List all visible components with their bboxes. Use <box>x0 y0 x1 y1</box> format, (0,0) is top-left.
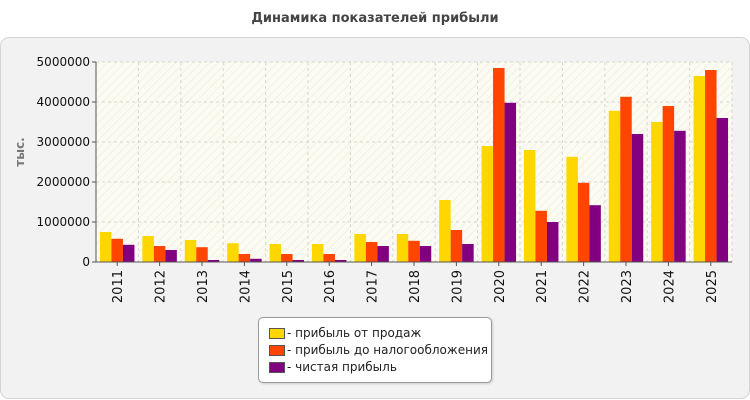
bar-2025-series-2 <box>705 70 717 262</box>
bar-2012-series-2 <box>153 246 166 262</box>
chart-title: Динамика показателей прибыли <box>251 11 499 26</box>
bar-2016-series-2 <box>323 254 335 262</box>
x-tick-label: 2013 <box>196 270 211 303</box>
bar-2020-series-3 <box>504 102 517 262</box>
bar-2025-series-1 <box>693 76 706 262</box>
x-tick-label: 2022 <box>578 270 593 303</box>
bar-2017-series-3 <box>377 246 389 262</box>
legend-item: - чистая прибыль <box>269 359 397 375</box>
bar-2023-series-1 <box>608 110 621 262</box>
bar-2020-series-1 <box>481 146 494 262</box>
bar-2021-series-2 <box>535 210 547 262</box>
legend-label: - прибыль от продаж <box>287 326 422 340</box>
bar-2015-series-1 <box>269 244 282 262</box>
x-tick-label: 2023 <box>620 270 635 303</box>
bar-2017-series-1 <box>354 234 366 262</box>
bar-2024-series-1 <box>651 122 663 262</box>
y-axis-label: тыс. <box>13 137 27 166</box>
bar-2013-series-3 <box>207 260 220 262</box>
bar-2022-series-2 <box>577 182 590 262</box>
bar-2022-series-3 <box>589 205 601 262</box>
bar-2011-series-2 <box>111 238 123 262</box>
y-tick-label: 0 <box>82 255 90 269</box>
y-tick-label: 3000000 <box>37 135 90 149</box>
bar-2018-series-1 <box>396 234 409 262</box>
x-tick-label: 2024 <box>662 270 677 303</box>
bar-2016-series-1 <box>311 244 324 262</box>
bar-2025-series-3 <box>716 118 729 262</box>
x-tick-label: 2020 <box>493 270 508 303</box>
legend-item: - прибыль до налогообложения <box>269 342 488 358</box>
bar-2012-series-1 <box>142 236 154 262</box>
bar-2021-series-3 <box>546 222 559 262</box>
bar-2024-series-2 <box>662 106 675 262</box>
bar-2019-series-2 <box>450 230 463 262</box>
bar-2023-series-3 <box>631 134 644 262</box>
y-tick-label: 4000000 <box>37 95 90 109</box>
bar-2017-series-2 <box>365 242 378 262</box>
legend-swatch <box>269 344 285 356</box>
bar-2023-series-2 <box>620 96 632 262</box>
bar-2011-series-1 <box>99 232 112 262</box>
x-tick-label: 2025 <box>705 270 720 303</box>
bar-2013-series-1 <box>184 240 197 262</box>
legend-swatch <box>269 327 285 339</box>
x-tick-label: 2016 <box>323 270 338 303</box>
bar-2018-series-2 <box>408 240 420 262</box>
legend-swatch <box>269 361 285 373</box>
x-tick-label: 2012 <box>154 270 169 303</box>
x-tick-label: 2018 <box>408 270 423 303</box>
y-tick-label: 2000000 <box>37 175 90 189</box>
x-tick-label: 2019 <box>450 270 465 303</box>
x-tick-label: 2017 <box>366 270 381 303</box>
bar-2014-series-1 <box>227 243 239 262</box>
bar-2015-series-2 <box>281 254 293 262</box>
bar-2016-series-3 <box>334 260 347 262</box>
bar-2022-series-1 <box>566 156 578 262</box>
bar-2011-series-3 <box>122 244 135 262</box>
x-tick-label: 2021 <box>535 270 550 303</box>
chart-legend: - прибыль от продаж - прибыль до налогооб… <box>258 317 492 383</box>
x-tick-label: 2011 <box>111 270 126 303</box>
y-tick-label: 1000000 <box>37 215 90 229</box>
bar-2019-series-1 <box>439 200 451 262</box>
bar-2018-series-3 <box>419 246 432 262</box>
legend-label: - чистая прибыль <box>287 360 397 374</box>
bar-2014-series-3 <box>250 258 262 262</box>
bar-2021-series-1 <box>523 150 536 262</box>
bar-2015-series-3 <box>292 260 305 262</box>
bar-2024-series-3 <box>674 130 686 262</box>
y-tick-label: 5000000 <box>37 55 90 69</box>
legend-item: - прибыль от продаж <box>269 325 421 341</box>
bar-2020-series-2 <box>493 68 505 262</box>
bar-2014-series-2 <box>238 254 251 262</box>
x-tick-label: 2015 <box>281 270 296 303</box>
x-tick-label: 2014 <box>238 270 253 303</box>
bar-2019-series-3 <box>462 244 474 262</box>
bar-2012-series-3 <box>165 250 177 262</box>
legend-label: - прибыль до налогообложения <box>287 343 488 357</box>
bar-2013-series-2 <box>196 247 208 262</box>
